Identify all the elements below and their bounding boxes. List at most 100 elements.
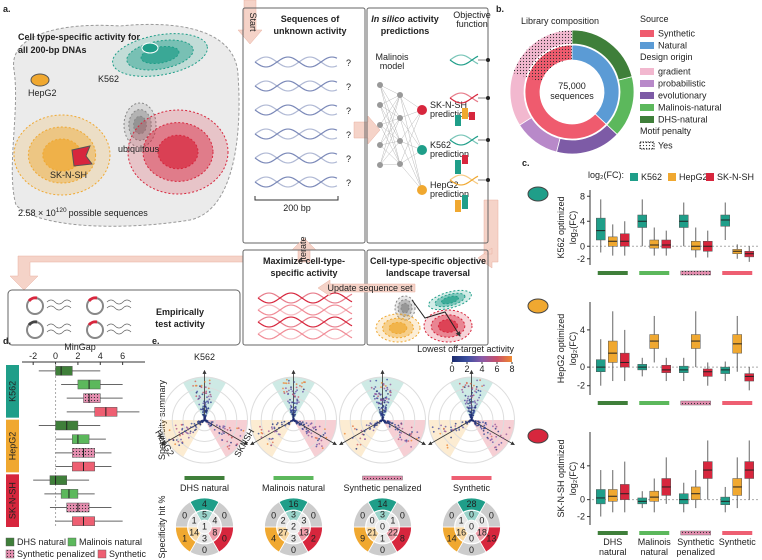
specificity-point <box>450 436 452 439</box>
y-axis-label: SK-N-SH optimized <box>556 439 566 517</box>
cell-band <box>6 419 19 473</box>
specificity-point <box>382 409 385 412</box>
specificity-point <box>296 389 298 391</box>
box <box>60 489 79 499</box>
y-tick-label: 4 <box>580 461 585 471</box>
specificity-point <box>474 390 476 393</box>
specificity-point <box>384 406 387 409</box>
hit-outer-sector <box>353 501 375 528</box>
hit-outer-sector <box>175 501 197 528</box>
specificity-point <box>260 436 263 438</box>
objective-dot <box>486 178 490 182</box>
hit-outer-value: 16 <box>288 499 298 509</box>
specificity-point <box>385 389 387 392</box>
box-title: Maximize cell-type- <box>263 256 345 266</box>
specificity-point <box>267 430 270 433</box>
hit-inner-sector <box>195 532 214 544</box>
cell-band <box>6 365 19 418</box>
specificity-point <box>295 383 298 386</box>
specificity-point <box>375 379 378 382</box>
specificity-point <box>370 423 373 425</box>
specificity-point <box>354 427 356 430</box>
box <box>703 368 713 377</box>
group-bar <box>722 271 753 275</box>
specificity-point <box>270 426 273 429</box>
specificity-point <box>196 420 199 423</box>
box <box>720 214 730 227</box>
specificity-point <box>287 392 290 395</box>
specificity-point <box>388 425 391 428</box>
hit-outer-sector <box>456 541 487 557</box>
specificity-point <box>288 389 290 392</box>
prediction-bar <box>462 108 468 119</box>
specificity-point <box>259 425 261 428</box>
specificity-point <box>396 428 399 431</box>
hit-inner-sector <box>474 512 489 528</box>
cell-icon <box>527 298 549 314</box>
specificity-point <box>369 380 372 382</box>
specificity-point <box>410 432 413 435</box>
group-bar-dots <box>680 400 711 406</box>
specificity-point <box>293 381 296 383</box>
hit-outer-sector <box>301 526 323 553</box>
specificity-point <box>207 395 210 398</box>
prediction-sequence <box>449 92 479 103</box>
box <box>649 239 659 249</box>
hit-outer-value: 0 <box>222 511 227 521</box>
specificity-point <box>293 409 295 412</box>
specificity-point <box>475 391 478 394</box>
box <box>679 493 689 505</box>
specificity-point <box>309 423 312 425</box>
cell-icon <box>527 428 549 444</box>
specificity-point <box>417 436 420 439</box>
specificity-point <box>378 409 381 411</box>
specificity-point <box>399 434 401 436</box>
specificity-point <box>229 429 232 432</box>
specificity-point <box>199 408 202 411</box>
hit-inner-sector <box>187 526 202 542</box>
cell-label: K562 <box>98 74 119 84</box>
network-edge <box>379 84 401 96</box>
origin-segment <box>571 29 633 81</box>
specificity-point <box>175 427 178 430</box>
specificity-point <box>378 392 380 395</box>
specificity-point <box>307 424 310 427</box>
x-tick-label: 4 <box>98 351 103 361</box>
specificity-point <box>206 396 208 399</box>
specificity-point <box>473 384 475 387</box>
hit-outer-value: 28 <box>466 499 476 509</box>
specificity-point <box>312 427 315 430</box>
specificity-point <box>210 401 212 404</box>
specificity-point <box>443 427 445 430</box>
network-node <box>377 162 383 168</box>
specificity-point <box>277 433 280 435</box>
group-bar <box>273 476 314 480</box>
hit-inner-value: 8 <box>212 528 217 538</box>
specificity-point <box>359 437 362 440</box>
specificity-point <box>483 424 486 427</box>
specificity-point <box>201 420 204 423</box>
specificity-point <box>508 426 511 429</box>
specificity-point <box>318 438 320 440</box>
specificity-point <box>293 419 296 422</box>
specificity-point <box>479 390 482 393</box>
specificity-point <box>473 400 476 403</box>
x-tick-label: 0 <box>53 351 58 361</box>
specificity-point <box>450 426 452 429</box>
specificity-point <box>462 385 465 388</box>
specificity-point <box>380 410 383 413</box>
hit-inner-value: 2 <box>281 516 286 526</box>
sequence-count-suffix: possible sequences <box>69 208 149 218</box>
box <box>72 434 90 444</box>
specificity-point <box>355 447 358 450</box>
objective-dot <box>486 138 490 142</box>
specificity-point <box>194 425 197 427</box>
dna-strand <box>254 56 338 68</box>
hit-inner-value: 3 <box>202 534 207 544</box>
specificity-point <box>491 441 494 444</box>
specificity-point <box>470 407 472 410</box>
specificity-point <box>483 433 485 435</box>
specificity-point <box>474 404 477 407</box>
legend-title: Source <box>640 14 669 24</box>
hit-inner-value: 1 <box>192 516 197 526</box>
